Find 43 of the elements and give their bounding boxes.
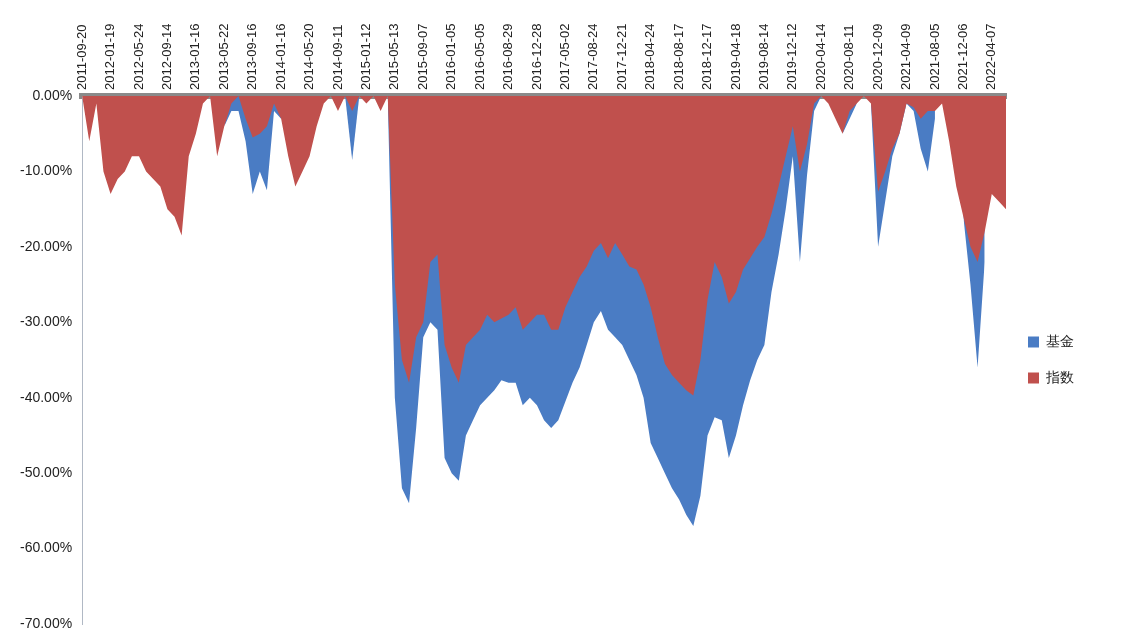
x-tick-label: 2022-04-07 [983, 23, 999, 90]
legend-label: 基金 [1046, 332, 1074, 349]
x-tick-label: 2014-05-20 [301, 23, 317, 90]
x-tick-label: 2014-01-16 [272, 23, 288, 90]
x-tick-label: 2015-09-07 [414, 23, 430, 90]
x-tick-label: 2018-08-17 [670, 23, 686, 90]
y-tick-label: -60.00% [19, 539, 73, 556]
x-tick-label: 2020-12-09 [869, 23, 885, 90]
x-tick-label: 2016-01-05 [443, 23, 459, 90]
x-tick-label: 2016-08-29 [500, 23, 516, 90]
x-tick-label: 2015-01-12 [357, 23, 373, 90]
x-tick-label: 2016-12-28 [528, 23, 544, 90]
y-tick-label: 0.00% [32, 86, 73, 103]
x-tick-label: 2012-01-19 [102, 23, 118, 90]
x-tick-label: 2015-05-13 [386, 23, 402, 90]
x-tick-label: 2011-09-20 [73, 24, 89, 90]
x-tick-label: 2014-09-11 [329, 24, 345, 90]
x-tick-label: 2017-05-02 [556, 23, 572, 90]
x-tick-label: 2021-08-05 [926, 23, 942, 90]
x-tick-label: 2019-08-14 [755, 23, 771, 90]
y-tick-label: -40.00% [19, 388, 73, 405]
x-tick-label: 2017-12-21 [613, 23, 629, 90]
x-tick-label: 2021-12-06 [954, 23, 970, 90]
x-tick-label: 2021-04-09 [898, 23, 914, 90]
x-tick-label: 2020-04-14 [812, 23, 828, 90]
x-tick-label: 2018-12-17 [699, 23, 715, 90]
x-tick-label: 2018-04-24 [642, 23, 658, 90]
y-tick-label: -30.00% [19, 313, 73, 330]
y-tick-label: -20.00% [19, 237, 73, 254]
x-tick-label: 2016-05-05 [471, 23, 487, 90]
x-tick-label: 2013-09-16 [244, 23, 260, 90]
y-tick-label: -50.00% [19, 464, 73, 480]
y-tick-label: -70.00% [19, 614, 73, 631]
legend-label: 指数 [1045, 368, 1074, 385]
x-tick-label: 2012-05-24 [130, 23, 146, 90]
y-tick-label: -10.00% [19, 162, 73, 179]
x-tick-label: 2017-08-24 [585, 23, 601, 90]
x-tick-label: 2020-08-11 [841, 24, 857, 90]
x-tick-label: 2019-12-12 [784, 23, 800, 90]
x-tick-label: 2012-09-14 [159, 23, 174, 90]
x-tick-label: 2013-05-22 [215, 23, 231, 90]
x-tick-label: 2019-04-18 [727, 23, 743, 90]
x-tick-label: 2013-01-16 [187, 23, 203, 90]
